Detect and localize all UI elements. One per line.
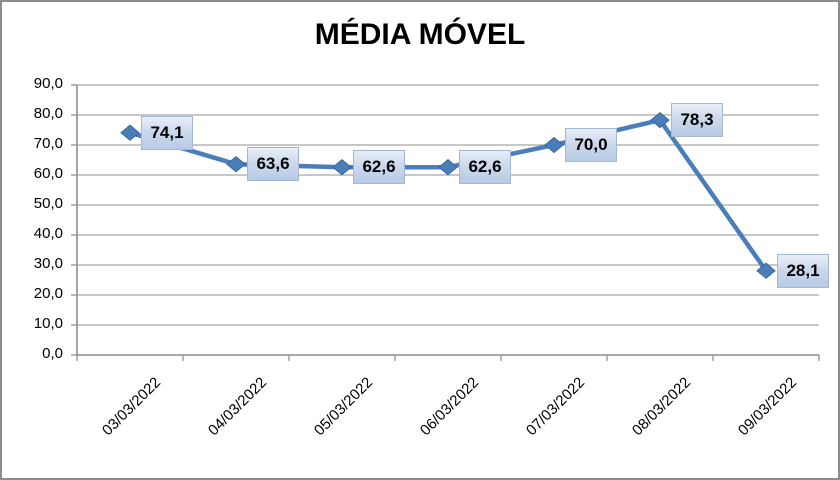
data-label: 63,6 [247, 147, 299, 182]
diamond-marker [120, 124, 140, 141]
y-axis-tick-label: 90,0 [33, 75, 63, 92]
data-label: 74,1 [141, 115, 193, 150]
data-label: 28,1 [777, 253, 829, 288]
diamond-marker [544, 136, 564, 154]
diamond-marker [650, 111, 670, 129]
diamond-marker [226, 156, 246, 173]
y-axis-tick-label: 70,0 [33, 135, 63, 152]
y-axis-tick-label: 20,0 [33, 285, 63, 302]
data-label: 70,0 [565, 128, 617, 162]
y-axis-tick-label: 80,0 [33, 105, 63, 122]
y-axis-tick-label: 40,0 [33, 225, 63, 242]
y-axis-tick-label: 0,0 [42, 345, 63, 362]
diamond-marker [438, 159, 458, 176]
y-axis-tick-label: 60,0 [33, 165, 63, 182]
y-axis-tick-label: 50,0 [33, 195, 63, 212]
diamond-marker [756, 262, 776, 279]
y-axis-tick-label: 30,0 [33, 255, 63, 272]
y-axis-tick-label: 10,0 [33, 315, 63, 332]
data-label: 78,3 [671, 103, 723, 138]
chart-title: MÉDIA MÓVEL [314, 18, 526, 51]
diamond-marker [332, 159, 352, 176]
series-line [129, 117, 768, 272]
data-label: 62,6 [459, 150, 511, 185]
data-label: 62,6 [353, 150, 405, 185]
